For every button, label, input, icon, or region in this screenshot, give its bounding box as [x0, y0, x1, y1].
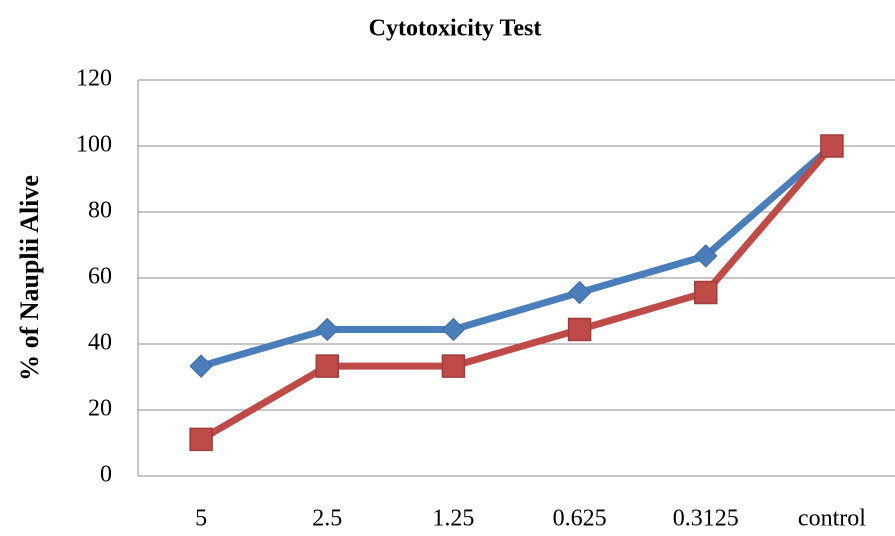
- y-tick-label: 100: [76, 132, 112, 158]
- y-tick-label: 60: [88, 264, 112, 290]
- y-tick-label: 80: [88, 198, 112, 224]
- x-tick-label: control: [798, 506, 866, 532]
- y-tick-label: 0: [100, 462, 112, 488]
- series-line: [199, 143, 835, 443]
- chart-title: Cytotoxicity Test: [369, 16, 542, 42]
- marker: [189, 427, 213, 452]
- marker: [315, 317, 339, 342]
- marker: [567, 317, 592, 342]
- marker: [441, 317, 466, 342]
- marker: [694, 244, 718, 268]
- x-tick-label: 0.625: [553, 506, 607, 532]
- marker: [189, 354, 213, 378]
- x-tick-label: 5: [195, 506, 207, 532]
- x-tick-label: 2.5: [312, 506, 342, 532]
- series-line: [200, 143, 835, 370]
- x-tick-label: 1.25: [432, 506, 474, 532]
- y-axis-label: % of Nauplii Alive: [15, 175, 44, 381]
- marker: [820, 134, 844, 158]
- y-tick-label: 20: [88, 396, 112, 422]
- y-tick-label: 120: [76, 66, 112, 92]
- x-tick-label: 0.3125: [673, 506, 739, 532]
- marker: [694, 280, 718, 305]
- marker: [315, 354, 339, 378]
- marker: [441, 354, 466, 378]
- y-tick-label: 40: [88, 330, 112, 356]
- marker: [567, 280, 592, 305]
